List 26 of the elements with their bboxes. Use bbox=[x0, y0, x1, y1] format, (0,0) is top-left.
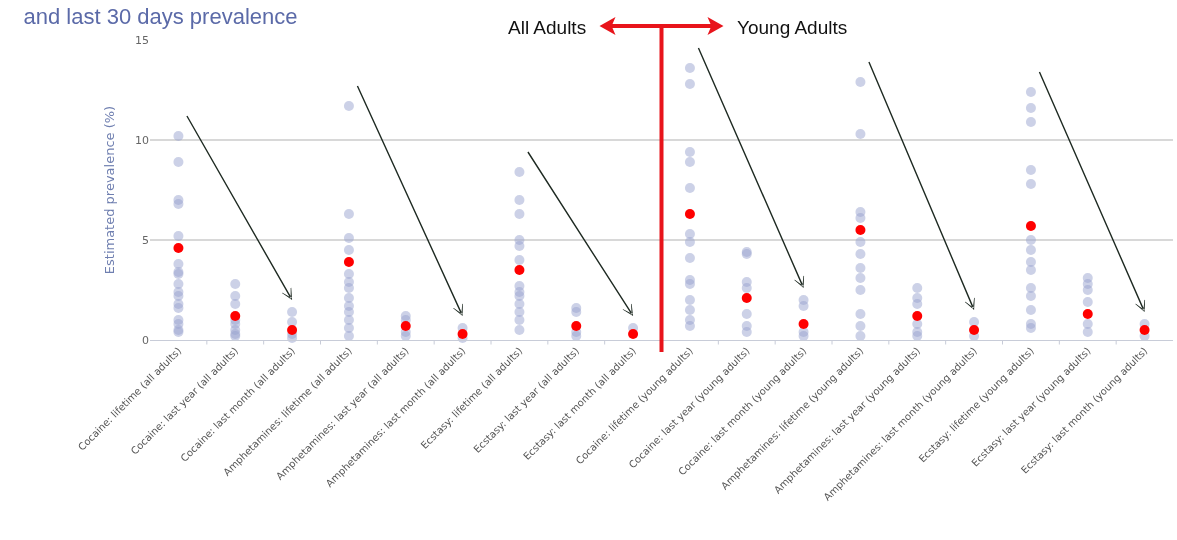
point bbox=[400, 321, 411, 331]
point bbox=[628, 329, 639, 339]
text: Young Adults bbox=[737, 17, 848, 38]
point bbox=[287, 325, 298, 335]
y-axis-title: Estimated prevalence (%) bbox=[102, 105, 117, 275]
point bbox=[343, 257, 354, 267]
point bbox=[912, 311, 923, 321]
point bbox=[1025, 221, 1036, 231]
point bbox=[173, 243, 184, 253]
point bbox=[855, 225, 866, 235]
y-tick-label: 10 bbox=[135, 133, 149, 147]
y-tick-label: 15 bbox=[135, 33, 149, 47]
chart-title: and last 30 days prevalence bbox=[23, 3, 298, 29]
text: All Adults bbox=[508, 17, 587, 38]
point bbox=[230, 311, 241, 321]
point bbox=[1139, 325, 1150, 335]
point bbox=[741, 293, 752, 303]
point bbox=[798, 319, 809, 329]
y-tick-label: 5 bbox=[142, 233, 149, 247]
y-tick-label: 0 bbox=[142, 333, 149, 347]
point bbox=[969, 325, 980, 335]
point bbox=[457, 329, 468, 339]
point bbox=[571, 321, 582, 331]
point bbox=[684, 209, 695, 219]
point bbox=[514, 265, 525, 275]
point bbox=[1082, 309, 1093, 319]
